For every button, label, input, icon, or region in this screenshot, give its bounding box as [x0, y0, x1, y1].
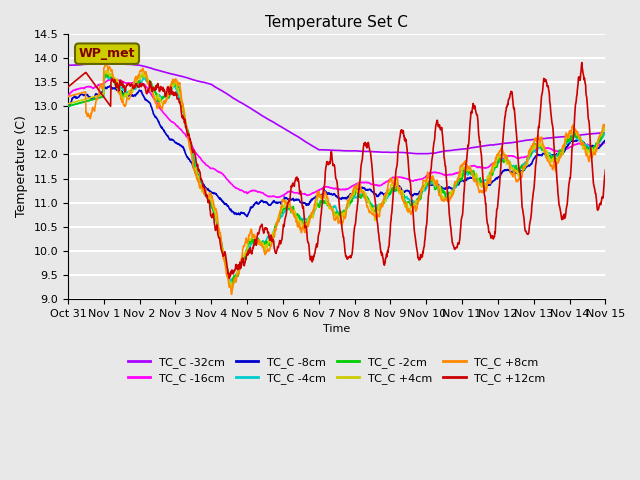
TC_C -4cm	[538, 146, 546, 152]
TC_C -32cm	[184, 75, 192, 81]
Line: TC_C +8cm: TC_C +8cm	[68, 61, 605, 294]
TC_C -8cm	[491, 178, 499, 183]
Title: Temperature Set C: Temperature Set C	[265, 15, 408, 30]
Y-axis label: Temperature (C): Temperature (C)	[15, 116, 28, 217]
TC_C +4cm	[184, 131, 192, 136]
TC_C -4cm	[602, 130, 609, 135]
Line: TC_C +12cm: TC_C +12cm	[68, 62, 605, 278]
TC_C +4cm	[171, 79, 179, 84]
Line: TC_C -4cm: TC_C -4cm	[68, 75, 605, 281]
TC_C +4cm	[538, 145, 546, 151]
TC_C +8cm	[228, 291, 236, 297]
TC_C -16cm	[184, 135, 192, 141]
TC_C -32cm	[100, 60, 108, 66]
TC_C -16cm	[64, 93, 72, 99]
TC_C -2cm	[421, 184, 429, 190]
TC_C -16cm	[275, 194, 282, 200]
TC_C -4cm	[184, 131, 192, 137]
TC_C -4cm	[171, 84, 179, 89]
TC_C +12cm	[420, 244, 428, 250]
TC_C +4cm	[244, 238, 252, 243]
Legend: TC_C -32cm, TC_C -16cm, TC_C -8cm, TC_C -4cm, TC_C -2cm, TC_C +4cm, TC_C +8cm, T: TC_C -32cm, TC_C -16cm, TC_C -8cm, TC_C …	[124, 352, 550, 389]
TC_C -2cm	[171, 83, 179, 88]
Text: WP_met: WP_met	[79, 47, 135, 60]
TC_C -16cm	[171, 121, 179, 127]
TC_C +12cm	[538, 92, 546, 97]
TC_C -4cm	[227, 278, 234, 284]
TC_C +12cm	[184, 132, 191, 138]
TC_C -32cm	[420, 151, 428, 156]
TC_C -4cm	[103, 72, 111, 78]
Line: TC_C -32cm: TC_C -32cm	[68, 63, 605, 154]
TC_C -8cm	[243, 214, 251, 219]
TC_C -32cm	[491, 142, 499, 147]
TC_C -32cm	[244, 104, 252, 109]
TC_C -8cm	[421, 185, 429, 191]
TC_C -32cm	[602, 130, 609, 135]
TC_C -4cm	[421, 187, 429, 193]
TC_C -16cm	[491, 159, 499, 165]
TC_C -8cm	[171, 139, 179, 145]
TC_C +12cm	[244, 252, 252, 258]
TC_C -16cm	[244, 190, 252, 195]
TC_C -8cm	[244, 210, 252, 216]
TC_C -8cm	[184, 155, 192, 160]
TC_C +8cm	[602, 122, 609, 128]
TC_C -16cm	[109, 76, 116, 82]
TC_C -2cm	[227, 284, 234, 289]
TC_C -32cm	[64, 62, 72, 68]
TC_C +12cm	[171, 93, 179, 98]
TC_C +12cm	[578, 60, 586, 65]
Line: TC_C +4cm: TC_C +4cm	[68, 71, 605, 288]
TC_C -8cm	[64, 104, 72, 110]
TC_C -2cm	[64, 103, 72, 109]
TC_C -2cm	[491, 163, 499, 168]
TC_C -32cm	[171, 72, 179, 78]
TC_C +8cm	[184, 133, 192, 139]
TC_C +8cm	[102, 58, 110, 64]
TC_C -2cm	[184, 127, 192, 133]
TC_C +12cm	[602, 167, 609, 173]
TC_C +4cm	[491, 162, 499, 168]
TC_C -16cm	[421, 175, 429, 180]
TC_C -16cm	[538, 145, 546, 151]
Line: TC_C -8cm: TC_C -8cm	[68, 86, 605, 216]
TC_C +12cm	[64, 84, 72, 90]
Line: TC_C -16cm: TC_C -16cm	[68, 79, 605, 197]
TC_C -8cm	[538, 152, 546, 157]
TC_C -2cm	[244, 242, 252, 248]
TC_C +8cm	[421, 178, 429, 184]
TC_C +4cm	[421, 184, 429, 190]
TC_C -32cm	[538, 136, 546, 142]
TC_C -4cm	[491, 166, 499, 171]
TC_C +8cm	[64, 94, 72, 99]
TC_C +12cm	[225, 276, 233, 281]
TC_C +4cm	[602, 126, 609, 132]
TC_C +8cm	[244, 235, 252, 241]
TC_C +4cm	[228, 285, 236, 291]
TC_C -32cm	[422, 151, 430, 156]
TC_C -4cm	[64, 103, 72, 109]
TC_C +8cm	[491, 159, 499, 165]
TC_C -8cm	[107, 83, 115, 89]
TC_C +4cm	[104, 68, 111, 73]
X-axis label: Time: Time	[323, 324, 350, 335]
TC_C -4cm	[244, 247, 252, 253]
TC_C -8cm	[602, 137, 609, 143]
TC_C -16cm	[602, 140, 609, 145]
TC_C +8cm	[171, 78, 179, 84]
TC_C -2cm	[602, 127, 609, 132]
Line: TC_C -2cm: TC_C -2cm	[68, 73, 605, 287]
TC_C +4cm	[64, 101, 72, 107]
TC_C +12cm	[491, 234, 499, 240]
TC_C +8cm	[538, 139, 546, 145]
TC_C -2cm	[538, 147, 546, 153]
TC_C -2cm	[102, 70, 109, 76]
